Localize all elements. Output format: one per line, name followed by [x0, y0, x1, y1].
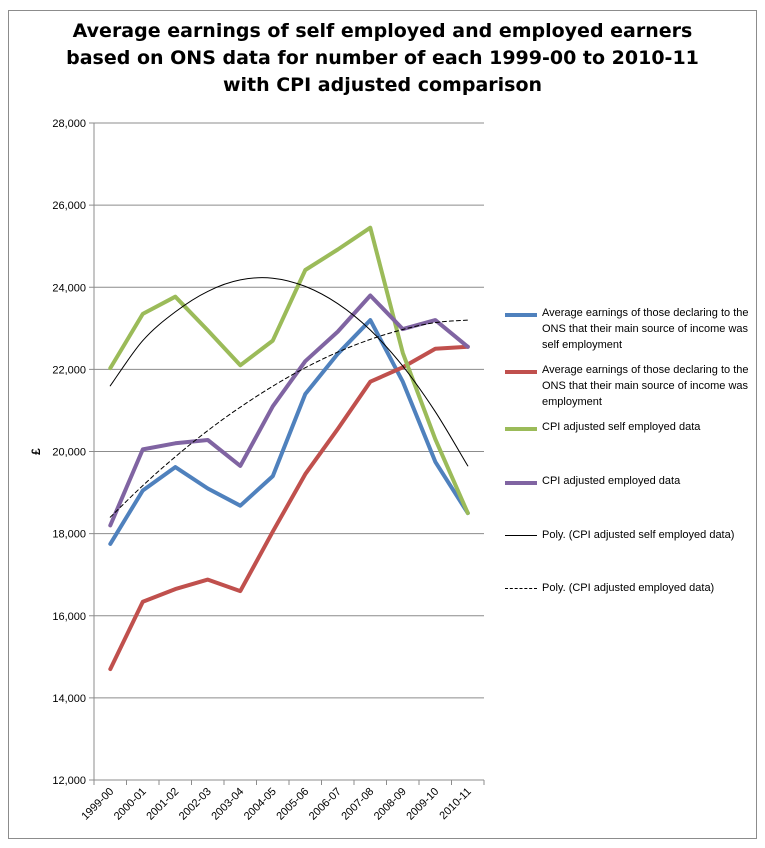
- legend-label: Average earnings of those declaring to t…: [542, 364, 749, 408]
- x-tick-label: 2000-01: [112, 786, 149, 823]
- x-tick-label: 2010-11: [437, 786, 473, 822]
- y-tick-label: 22,000: [52, 364, 86, 376]
- x-tick-label: 2002-03: [177, 786, 214, 823]
- legend-swatch: [505, 370, 537, 374]
- chart-title-line-1: Average earnings of self employed and em…: [72, 20, 693, 42]
- legend-label: Average earnings of those declaring to t…: [542, 307, 749, 351]
- y-tick-label: 14,000: [52, 693, 86, 705]
- axis-labels: 12,000 14,000 16,000 18,000 20,000 22,000 24,0…: [29, 118, 474, 823]
- series-line-3: [108, 225, 470, 516]
- chart-title-line-3: with CPI adjusted comparison: [222, 74, 543, 96]
- series-line-5: [109, 277, 469, 467]
- chart-title-line-2: based on ONS data for number of each 199…: [66, 47, 699, 69]
- legend-swatch: [505, 313, 537, 317]
- series-line-1: [108, 318, 470, 546]
- y-axis-label: £: [29, 448, 43, 455]
- x-tick-label: 2004-05: [242, 786, 279, 823]
- legend-swatch: [505, 588, 537, 589]
- series-lines: [108, 225, 470, 672]
- gridlines: [94, 122, 484, 699]
- legend-swatch: [505, 427, 537, 431]
- x-tick-label: 2007-08: [339, 786, 376, 823]
- y-tick-label: 28,000: [52, 118, 86, 130]
- legend-label: CPI adjusted self employed data: [542, 421, 701, 433]
- series-line-4: [108, 293, 470, 528]
- x-tick-label: 2005-06: [274, 786, 311, 823]
- x-tick-label: 2009-10: [404, 786, 441, 823]
- x-tick-label: 2008-09: [372, 786, 409, 823]
- series-line-6: [109, 319, 469, 518]
- x-tick-label: 2003-04: [209, 786, 246, 823]
- x-tick-label: 2006-07: [307, 786, 344, 823]
- legend-label: Poly. (CPI adjusted employed data): [542, 582, 715, 594]
- y-tick-label: 20,000: [52, 447, 86, 459]
- y-tick-label: 26,000: [52, 200, 86, 212]
- axes: [89, 122, 485, 785]
- chart-frame: [8, 10, 757, 839]
- series-line-2: [108, 344, 470, 672]
- legend-label: CPI adjusted employed data: [542, 475, 681, 487]
- legend-swatch: [505, 535, 537, 536]
- chart-title: Average earnings of self employed and em…: [0, 18, 765, 99]
- x-tick-label: 2001-02: [144, 786, 181, 823]
- x-tick-label: 1999-00: [79, 786, 116, 823]
- y-tick-label: 18,000: [52, 529, 86, 541]
- legend-label: Poly. (CPI adjusted self employed data): [542, 529, 735, 541]
- y-tick-label: 12,000: [52, 775, 86, 787]
- y-tick-label: 16,000: [52, 611, 86, 623]
- legend-swatch: [505, 481, 537, 485]
- y-tick-label: 24,000: [52, 282, 86, 294]
